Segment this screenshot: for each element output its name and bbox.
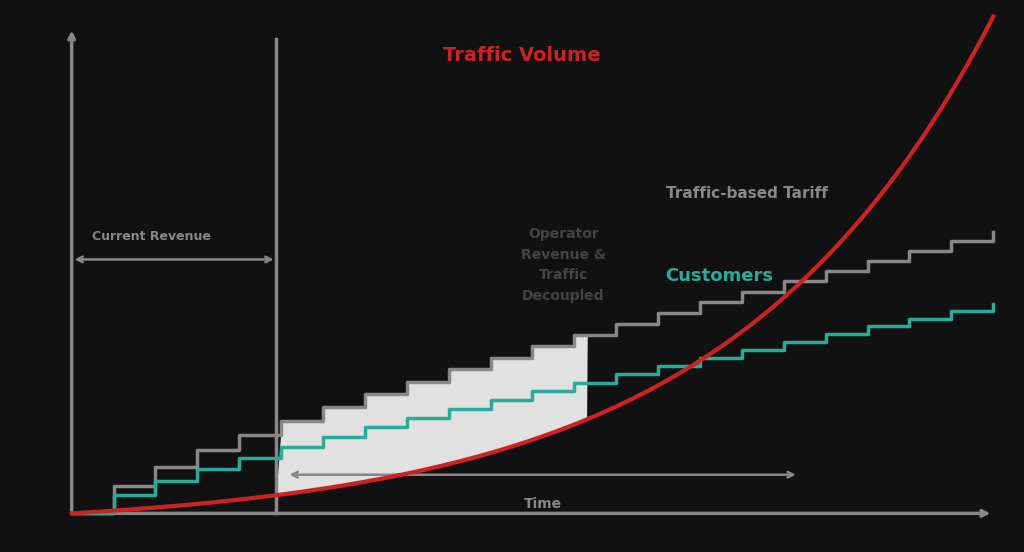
Text: Time: Time xyxy=(523,497,562,511)
Text: Traffic-based Tariff: Traffic-based Tariff xyxy=(666,185,827,201)
Text: Customers: Customers xyxy=(666,267,773,285)
Text: Current Revenue: Current Revenue xyxy=(92,230,211,243)
Text: Operator
Revenue &
Traffic
Decoupled: Operator Revenue & Traffic Decoupled xyxy=(520,227,606,303)
Text: Traffic Volume: Traffic Volume xyxy=(443,46,601,65)
Polygon shape xyxy=(276,335,588,495)
